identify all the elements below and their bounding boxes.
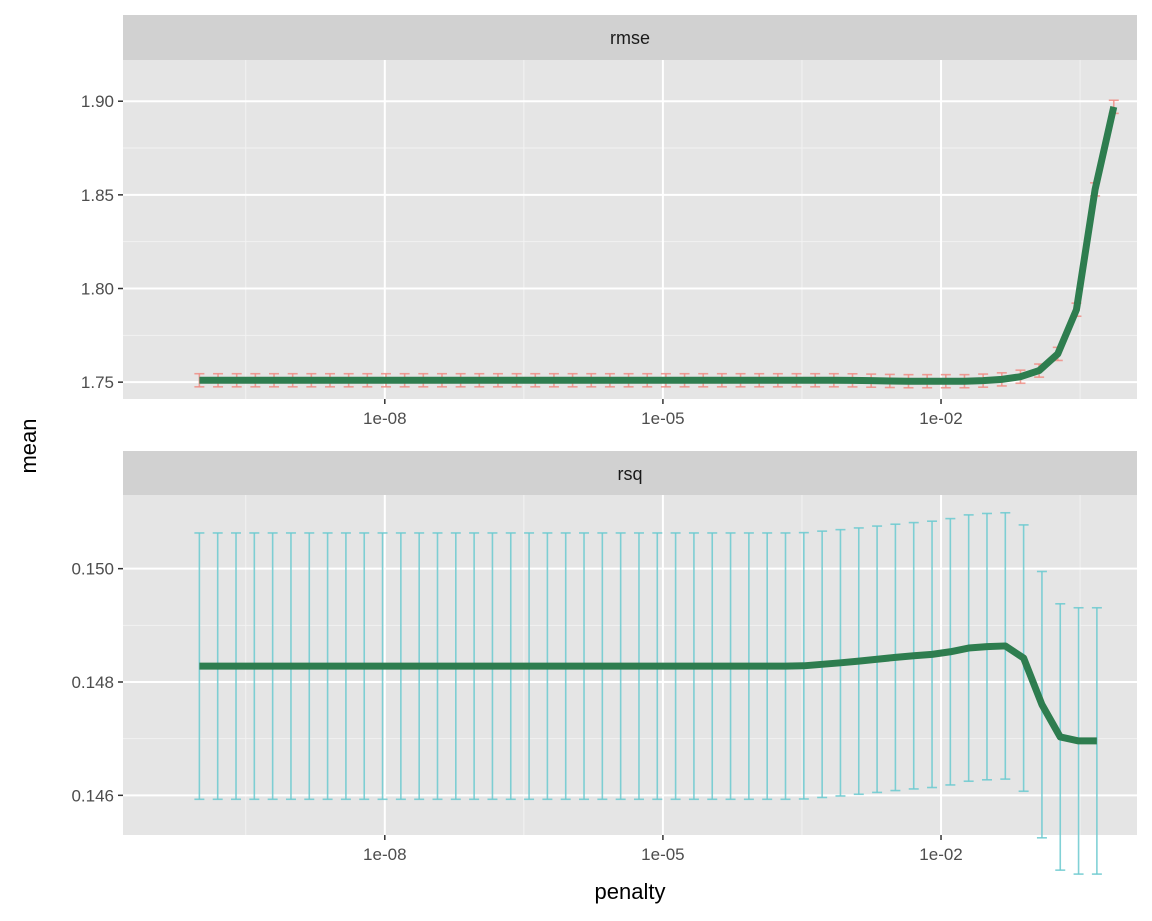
rmse-plot-area [123,60,1137,399]
y-tick-label: 0.148 [71,673,114,692]
rmse-x-axis: 1e-08 1e-05 1e-02 [363,399,963,428]
rmse-series-line [199,106,1118,385]
rsq-strip-label: rsq [617,464,642,484]
y-tick-label: 1.75 [81,373,114,392]
y-tick-label: 0.150 [71,560,114,579]
x-axis-title: penalty [595,879,666,904]
rsq-mean-line [199,642,1097,745]
y-tick-label: 1.85 [81,186,114,205]
rsq-y-axis: 0.146 0.148 0.150 [71,560,123,805]
rmse-y-axis: 1.75 1.80 1.85 1.90 [81,92,123,392]
x-tick-label: 1e-05 [641,409,684,428]
y-tick-label: 1.80 [81,279,114,298]
x-tick-label: 1e-08 [363,845,406,864]
rsq-x-axis: 1e-08 1e-05 1e-02 [363,835,963,864]
rsq-panel: rsq 0.146 0.148 0.150 1e-08 1e-05 1e-02 [71,451,1137,875]
rsq-strip [123,451,1137,495]
x-tick-label: 1e-02 [919,845,962,864]
y-tick-label: 0.146 [71,786,114,805]
rmse-strip-label: rmse [610,28,650,48]
rmse-strip [123,15,1137,60]
x-tick-label: 1e-02 [919,409,962,428]
y-axis-title: mean [16,418,41,473]
x-tick-label: 1e-05 [641,845,684,864]
x-tick-label: 1e-08 [363,409,406,428]
y-tick-label: 1.90 [81,92,114,111]
rmse-mean-line [199,106,1118,385]
rsq-series-line [199,642,1097,745]
rmse-panel: rmse 1.75 1.80 1.85 1.90 1e-08 1e-05 1e-02 [81,15,1137,428]
